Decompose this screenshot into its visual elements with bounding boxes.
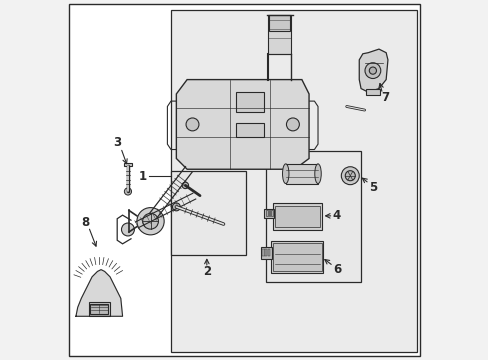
Bar	[274, 206, 319, 227]
Bar	[262, 249, 264, 256]
Bar	[90, 304, 108, 314]
Bar	[236, 123, 263, 137]
Bar	[171, 171, 246, 255]
Text: 5: 5	[368, 181, 376, 194]
Bar	[260, 247, 272, 259]
Circle shape	[341, 167, 359, 185]
Bar	[273, 243, 321, 271]
Circle shape	[121, 223, 134, 236]
Circle shape	[142, 213, 158, 229]
Polygon shape	[359, 49, 387, 92]
Bar	[88, 302, 110, 316]
Bar	[265, 249, 267, 256]
Bar	[366, 89, 379, 95]
Bar	[123, 163, 132, 166]
Circle shape	[345, 171, 355, 181]
Bar	[264, 209, 274, 218]
Circle shape	[182, 182, 188, 189]
Text: 8: 8	[81, 216, 89, 229]
Bar	[235, 92, 264, 112]
Bar	[285, 164, 317, 184]
Text: 7: 7	[381, 91, 389, 104]
Bar	[171, 10, 416, 352]
Bar	[267, 249, 270, 256]
Ellipse shape	[282, 164, 288, 184]
Circle shape	[368, 67, 376, 74]
Bar	[270, 211, 272, 216]
Bar	[265, 151, 360, 282]
Polygon shape	[76, 270, 122, 316]
Circle shape	[185, 118, 199, 131]
Bar	[268, 15, 290, 31]
Text: 4: 4	[332, 210, 341, 222]
Text: 1: 1	[138, 170, 146, 183]
Bar	[273, 203, 321, 230]
Polygon shape	[176, 80, 308, 169]
Text: 3: 3	[113, 136, 121, 149]
Bar	[265, 211, 267, 216]
Circle shape	[172, 203, 180, 211]
Bar	[268, 211, 270, 216]
Circle shape	[137, 208, 164, 235]
Bar	[267, 15, 290, 54]
Bar	[271, 241, 323, 273]
Text: 6: 6	[332, 263, 341, 276]
Circle shape	[286, 118, 299, 131]
Circle shape	[364, 63, 380, 78]
Text: 2: 2	[203, 265, 210, 278]
Ellipse shape	[314, 164, 321, 184]
Circle shape	[124, 188, 131, 195]
